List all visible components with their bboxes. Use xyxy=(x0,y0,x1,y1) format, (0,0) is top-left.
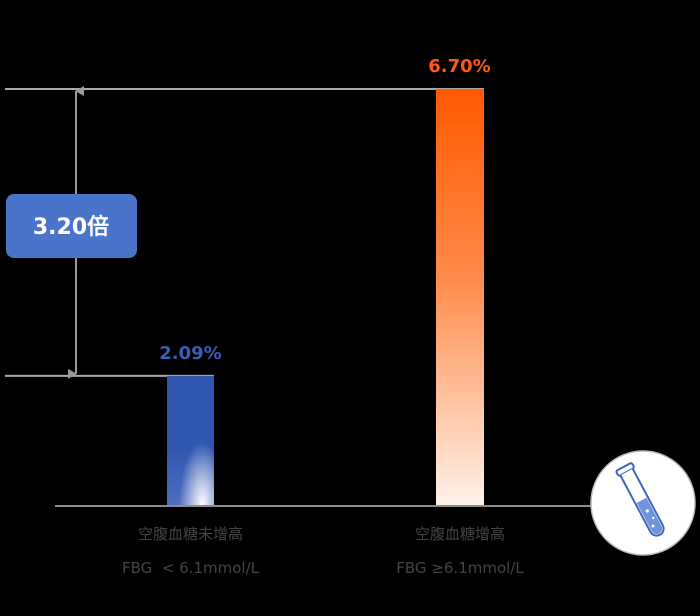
bar-fbg-normal-highlight xyxy=(167,375,214,506)
category-sublabel-fbg-elevated: FBG ≥6.1mmol/L xyxy=(396,559,524,577)
value-label-fbg-elevated: 6.70% xyxy=(428,56,490,77)
value-label-fbg-normal: 2.09% xyxy=(159,343,221,364)
category-label-fbg-elevated: 空腹血糖增高 xyxy=(415,525,505,543)
ratio-label: 3.20倍 xyxy=(33,214,109,240)
bar-fbg-elevated xyxy=(436,89,484,506)
category-label-fbg-normal: 空腹血糖未增高 xyxy=(138,525,243,543)
category-sublabel-fbg-normal: FBG < 6.1mmol/L xyxy=(122,559,260,577)
test-tube-icon xyxy=(590,450,696,556)
ratio-badge: 3.20倍 xyxy=(6,194,137,258)
